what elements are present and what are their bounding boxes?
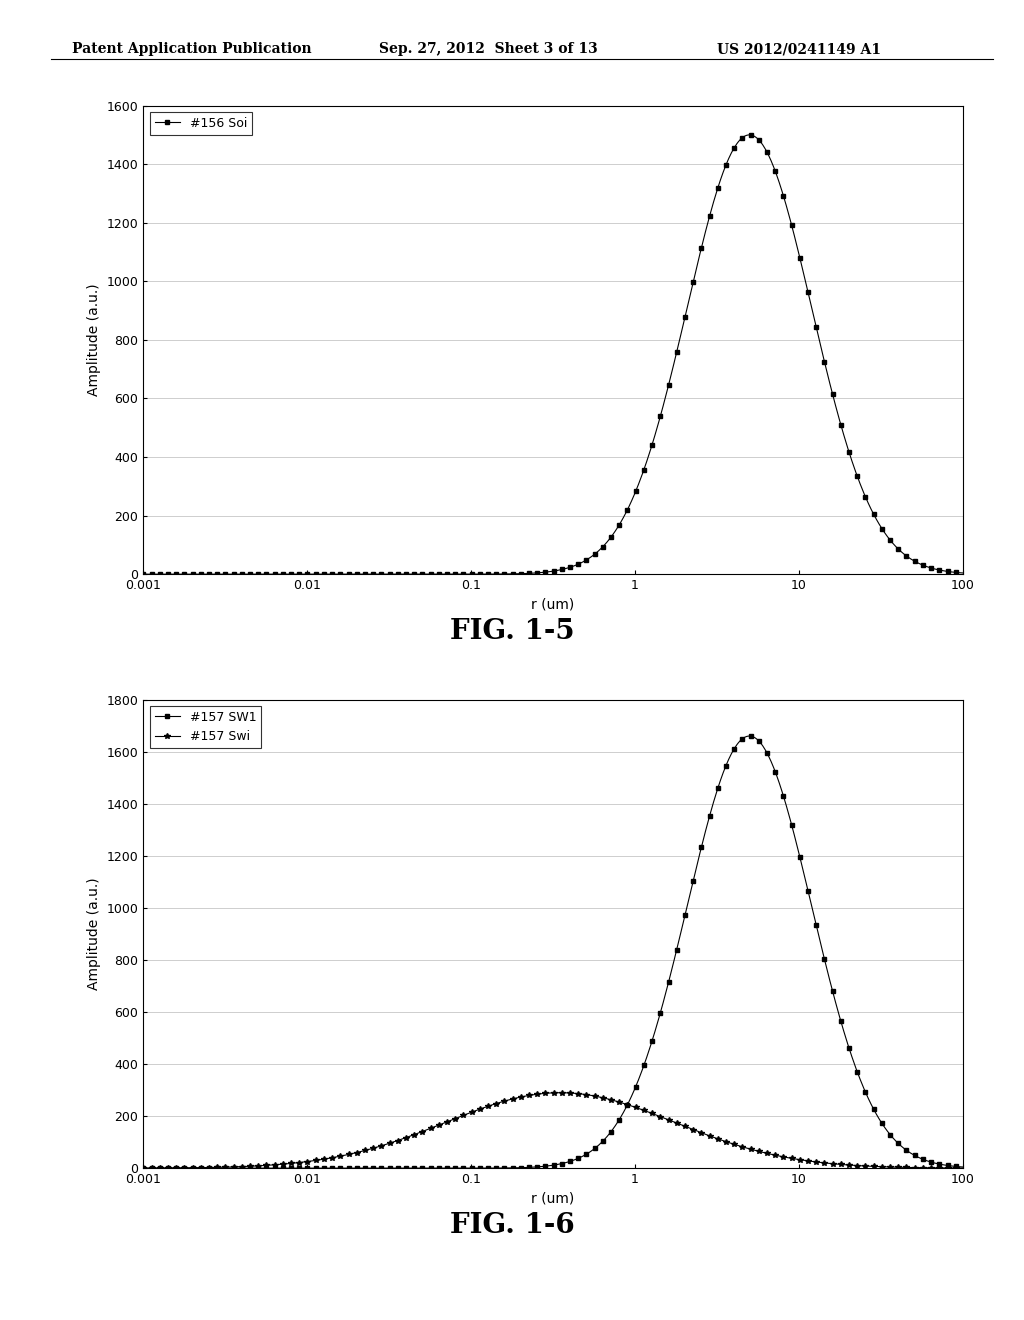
#157 SW1 [283, 1160, 295, 1176]
Line: #156 Soi: #156 Soi [141, 133, 965, 576]
#156 Soi [348, 566, 360, 582]
#156 Soi [620, 504, 632, 520]
#157 SW1 [508, 1160, 520, 1176]
Y-axis label: Amplitude (a.u.): Amplitude (a.u.) [87, 284, 101, 396]
#156 Soi [283, 566, 295, 582]
#157 Swi [756, 1144, 768, 1160]
#157 Swi [348, 1146, 360, 1162]
Line: #157 SW1: #157 SW1 [141, 734, 965, 1170]
Legend: #157 SW1, #157 Swi: #157 SW1, #157 Swi [150, 706, 261, 748]
Legend: #156 Soi: #156 Soi [150, 112, 252, 135]
#156 Soi [684, 286, 696, 302]
#157 Swi [622, 1097, 634, 1113]
#157 SW1 [743, 729, 756, 744]
#157 Swi [686, 1121, 698, 1137]
X-axis label: r (um): r (um) [531, 598, 574, 611]
X-axis label: r (um): r (um) [531, 1192, 574, 1205]
#157 Swi [137, 1160, 150, 1176]
Text: FIG. 1-6: FIG. 1-6 [450, 1212, 574, 1238]
#157 SW1 [684, 884, 696, 900]
#157 SW1 [756, 737, 768, 752]
#157 Swi [956, 1160, 969, 1176]
#157 SW1 [137, 1160, 150, 1176]
#157 Swi [283, 1156, 295, 1172]
Text: Sep. 27, 2012  Sheet 3 of 13: Sep. 27, 2012 Sheet 3 of 13 [379, 42, 598, 57]
#156 Soi [956, 565, 969, 581]
#156 Soi [137, 566, 150, 582]
#157 Swi [554, 1085, 566, 1101]
Line: #157 Swi: #157 Swi [140, 1090, 966, 1171]
Text: Patent Application Publication: Patent Application Publication [72, 42, 311, 57]
Text: FIG. 1-5: FIG. 1-5 [450, 618, 574, 644]
#156 Soi [756, 135, 768, 150]
#156 Soi [508, 566, 520, 582]
#157 Swi [508, 1090, 520, 1106]
#157 SW1 [956, 1159, 969, 1175]
Y-axis label: Amplitude (a.u.): Amplitude (a.u.) [87, 878, 101, 990]
#157 SW1 [348, 1160, 360, 1176]
#157 SW1 [620, 1100, 632, 1115]
Text: US 2012/0241149 A1: US 2012/0241149 A1 [717, 42, 881, 57]
#156 Soi [743, 127, 756, 143]
